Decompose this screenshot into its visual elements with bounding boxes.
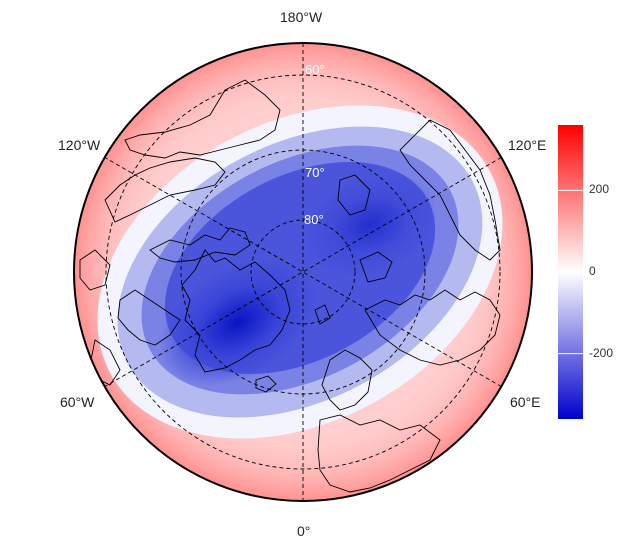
lat-label-60: 60° — [305, 62, 325, 77]
greenland-coast — [181, 249, 291, 373]
baffin-coast — [117, 289, 181, 346]
lon-label-60e: 60°E — [510, 394, 541, 410]
negative-core-siberia — [302, 172, 438, 278]
canada-north-coast — [104, 157, 226, 223]
lat-circle-80 — [250, 219, 356, 325]
lon-label-120w: 120°W — [58, 137, 101, 153]
negative-core-greenland — [159, 258, 317, 386]
hudson-coast — [79, 249, 111, 291]
scandinavia-coast — [321, 349, 373, 411]
lat-label-80: 80° — [304, 212, 324, 227]
svalbard-coast — [314, 304, 331, 325]
chukotka-coast — [399, 119, 501, 261]
arctic-archipelago-coast — [149, 227, 251, 263]
lon-label-60w: 60°W — [60, 394, 95, 410]
lon-label-0: 0° — [297, 523, 311, 539]
colorbar — [558, 125, 583, 419]
map-border — [73, 42, 533, 502]
anomaly-field — [74, 43, 532, 501]
lon-label-180w: 180°W — [280, 9, 323, 25]
graticule — [103, 43, 503, 501]
lon-label-120e: 120°E — [508, 137, 547, 153]
severnaya-zemlya — [359, 251, 393, 283]
lat-label-70: 70° — [305, 165, 325, 180]
siberia-coast — [364, 289, 501, 366]
new-siberian-islands — [337, 174, 371, 216]
colorbar-label-minus-200: -200 — [589, 345, 614, 360]
europe-coast — [317, 414, 441, 493]
alaska-coast — [124, 79, 281, 159]
colorbar-label-0: 0 — [589, 264, 596, 278]
iceland-coast — [255, 375, 277, 393]
colorbar-label-200: 200 — [589, 182, 610, 197]
